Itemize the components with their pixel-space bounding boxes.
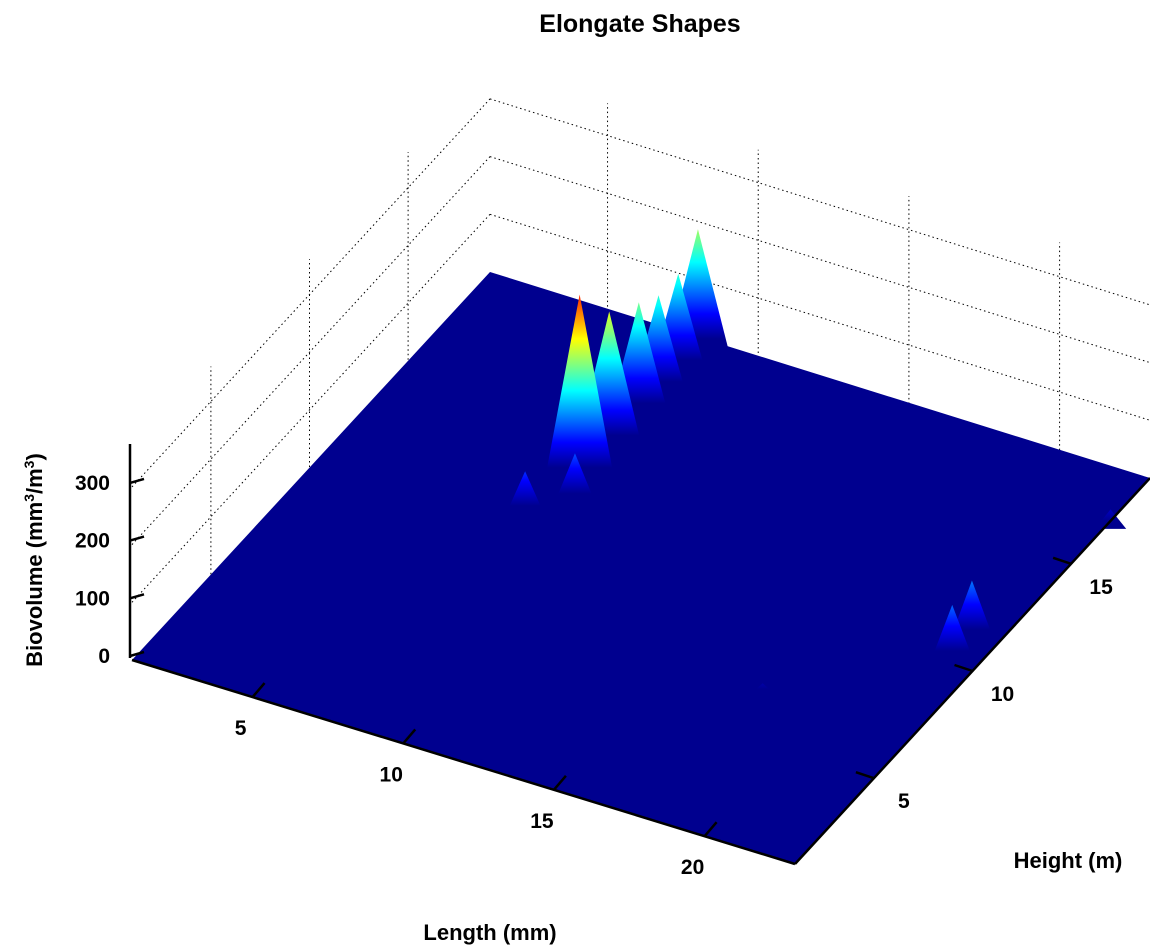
surface-peak bbox=[545, 294, 614, 476]
y-tick-label: 5 bbox=[898, 790, 910, 813]
x-axis-label: Length (mm) bbox=[423, 920, 556, 945]
y-tick-label: 15 bbox=[1089, 576, 1113, 599]
y-tick-label: 10 bbox=[991, 683, 1014, 706]
x-tick-label: 20 bbox=[681, 856, 704, 879]
z-tick-mark bbox=[129, 593, 145, 600]
back-grid bbox=[131, 98, 1150, 603]
back-gridline-right bbox=[489, 213, 1150, 421]
back-gridline-right bbox=[489, 98, 1150, 306]
back-gridline-right bbox=[489, 156, 1150, 364]
z-tick-label: 100 bbox=[75, 587, 110, 610]
x-tick-label: 10 bbox=[380, 763, 403, 786]
x-ticks: 5 10 15 20 bbox=[235, 682, 718, 879]
surface-floor bbox=[132, 272, 1150, 864]
x-tick-mark bbox=[703, 821, 718, 837]
z-tick-mark bbox=[129, 535, 145, 542]
surface-peak bbox=[950, 580, 994, 638]
surface-peak bbox=[555, 453, 595, 502]
z-tick-label: 0 bbox=[98, 645, 110, 668]
chart-title: Elongate Shapes bbox=[539, 10, 740, 38]
y-axis-label: Height (m) bbox=[1014, 848, 1123, 873]
z-ticks: 0 100 200 300 bbox=[75, 472, 145, 668]
surface-peak bbox=[506, 471, 545, 514]
x-tick-label: 5 bbox=[235, 717, 247, 740]
y-tick-mark bbox=[954, 663, 973, 673]
x-tick-mark bbox=[552, 775, 567, 791]
z-axis-label: Biovolume (mm3/m3) bbox=[21, 453, 47, 667]
x-axis-line bbox=[131, 658, 796, 866]
y-tick-mark bbox=[1052, 556, 1072, 565]
x-tick-label: 15 bbox=[530, 810, 554, 833]
surface-peak bbox=[747, 683, 778, 697]
y-ticks: 5 10 15 bbox=[855, 556, 1113, 813]
x-tick-mark bbox=[251, 682, 266, 698]
surface-peak bbox=[931, 604, 973, 660]
z-tick-mark bbox=[129, 477, 145, 485]
z-tick-label: 300 bbox=[75, 472, 110, 495]
y-tick-mark bbox=[855, 771, 875, 780]
x-tick-mark bbox=[402, 728, 417, 745]
z-tick-label: 200 bbox=[75, 530, 110, 553]
surface-peaks bbox=[506, 229, 1127, 697]
z-tick-mark bbox=[129, 650, 145, 658]
